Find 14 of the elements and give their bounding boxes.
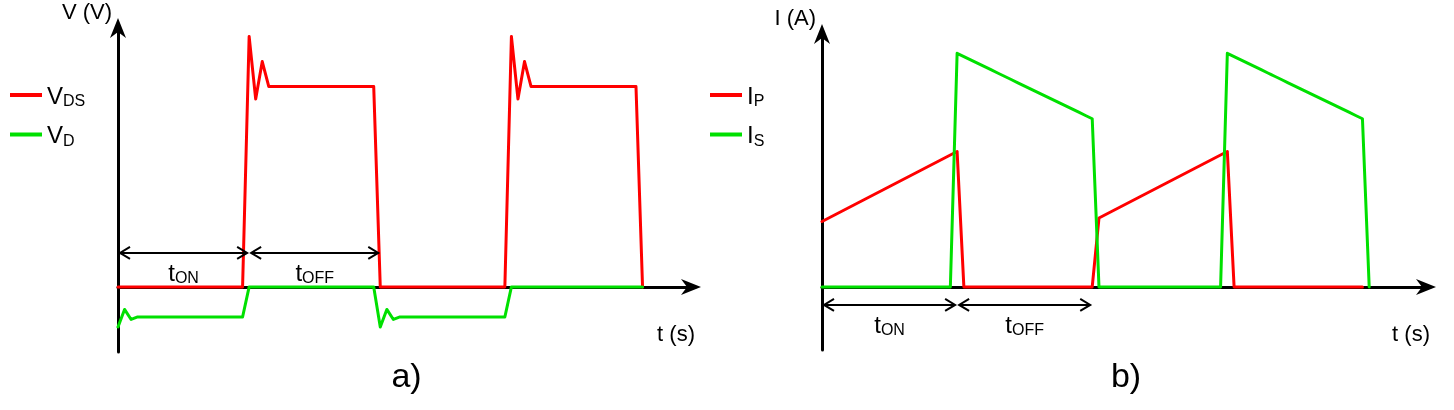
text: a) [391,356,422,394]
annotation: tON [168,258,199,287]
x-axis-title: t (s) [1392,321,1430,347]
legend-label: IS [747,121,765,149]
text: tON [874,310,905,339]
legend-label: VD [47,121,75,149]
y-axis-title: V (V) [61,0,112,24]
annotation: tOFF [295,258,335,287]
legend-label: VDS [47,81,86,109]
y-axis-title: I (A) [774,4,816,30]
text: tOFF [1005,310,1045,339]
x-axis-title: t (s) [657,321,695,347]
text: b) [1110,356,1142,394]
legend-label: IP [747,81,765,109]
